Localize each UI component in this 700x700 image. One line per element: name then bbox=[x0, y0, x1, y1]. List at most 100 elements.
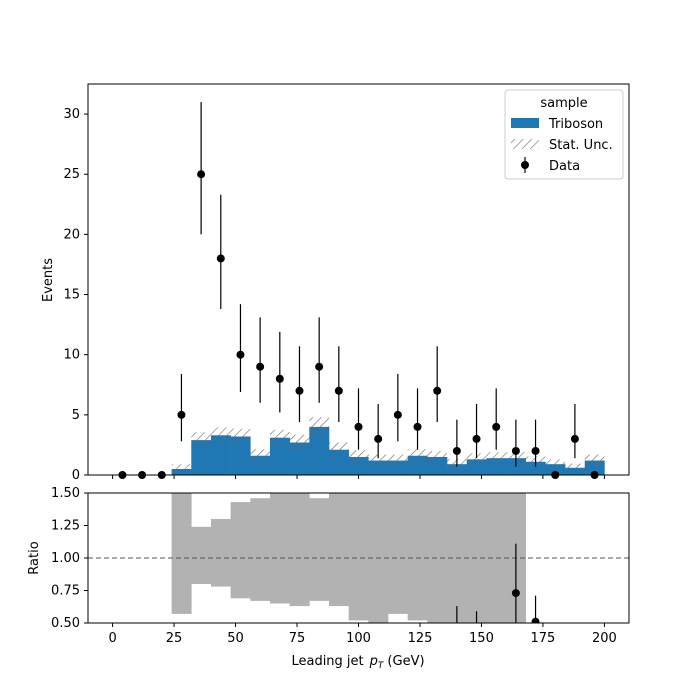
ratio-y-ticks: 0.50 0.75 1.00 1.25 1.50 bbox=[51, 486, 88, 631]
x-tick-label: 125 bbox=[408, 631, 433, 646]
main-y-tick-label: 30 bbox=[63, 107, 80, 122]
legend-label-stat-unc: Stat. Unc. bbox=[549, 138, 613, 153]
data-point bbox=[511, 446, 520, 455]
main-y-tick-label: 10 bbox=[63, 348, 80, 363]
ratio-y-tick-label: 1.25 bbox=[51, 519, 80, 534]
main-y-tick-label: 20 bbox=[63, 227, 80, 242]
stat-unc-band bbox=[565, 463, 585, 472]
x-tick-label: 100 bbox=[346, 631, 371, 646]
data-point bbox=[354, 422, 363, 431]
stat-unc-band bbox=[269, 429, 290, 446]
ratio-band-bin bbox=[407, 493, 428, 621]
data-point bbox=[374, 434, 383, 443]
x-tick-label: 50 bbox=[227, 631, 244, 646]
stat-unc-band bbox=[210, 427, 231, 444]
stat-unc-band bbox=[191, 432, 211, 448]
data-point bbox=[452, 446, 461, 455]
x-tick-label: 0 bbox=[108, 631, 116, 646]
data-point bbox=[236, 350, 245, 359]
triboson-bar bbox=[545, 464, 566, 475]
legend-swatch-triboson bbox=[511, 118, 539, 128]
stat-unc-band bbox=[407, 449, 428, 463]
ratio-band-bin bbox=[466, 493, 487, 623]
ratio-band-bin bbox=[210, 519, 231, 587]
main-y-tick-label: 25 bbox=[63, 167, 80, 182]
triboson-bar bbox=[191, 440, 212, 475]
stat-unc-band bbox=[250, 449, 270, 463]
ratio-y-tick-label: 1.00 bbox=[51, 551, 80, 566]
x-axis-label-subscript: T bbox=[378, 661, 385, 671]
main-y-tick-label: 0 bbox=[72, 468, 80, 483]
legend-box bbox=[504, 89, 624, 180]
legend-label-data: Data bbox=[549, 159, 580, 174]
ratio-point bbox=[511, 589, 520, 598]
main-y-axis-label: Events bbox=[41, 258, 56, 302]
data-point bbox=[256, 362, 265, 371]
stat-unc-band bbox=[289, 434, 310, 451]
ratio-y-axis-label: Ratio bbox=[27, 541, 42, 574]
triboson-bar bbox=[230, 436, 251, 475]
ratio-band-bin bbox=[486, 493, 507, 623]
data-point bbox=[492, 422, 501, 431]
ratio-point bbox=[531, 617, 540, 623]
x-tick-label: 25 bbox=[166, 631, 183, 646]
x-axis-label: Leading jet pT (GeV) bbox=[291, 654, 424, 671]
data-point bbox=[275, 374, 284, 383]
x-axis-label-symbol: p bbox=[369, 654, 378, 669]
legend: sample Triboson Stat. Unc. Data bbox=[504, 89, 624, 180]
stat-unc-band bbox=[309, 417, 329, 437]
data-point bbox=[315, 362, 324, 371]
data-point bbox=[177, 410, 186, 419]
stat-unc-band bbox=[230, 428, 251, 445]
ratio-band-bin bbox=[171, 493, 192, 614]
ratio-band-bin bbox=[269, 493, 290, 604]
stat-unc-band bbox=[348, 450, 369, 464]
ratio-band-bin bbox=[388, 493, 408, 614]
stat-unc-band bbox=[427, 450, 448, 463]
legend-swatch-stat-unc bbox=[511, 139, 539, 149]
main-y-tick-label: 5 bbox=[72, 408, 80, 423]
data-point bbox=[472, 434, 481, 443]
data-point bbox=[295, 386, 304, 395]
triboson-bar bbox=[269, 437, 290, 475]
main-x-ticks bbox=[112, 475, 605, 479]
ratio-band-bin bbox=[427, 493, 448, 623]
stat-unc-band bbox=[584, 454, 605, 467]
ratio-band-bin bbox=[250, 498, 271, 601]
stat-unc-band bbox=[388, 454, 408, 467]
triboson-bar bbox=[210, 435, 231, 475]
stat-unc-band bbox=[545, 459, 566, 469]
ratio-panel: 0.50 0.75 1.00 1.25 1.50 0 25 50 75 100 125 150 175… bbox=[27, 486, 630, 671]
data-point bbox=[334, 386, 343, 395]
x-tick-label: 200 bbox=[592, 631, 617, 646]
ratio-y-tick-label: 1.50 bbox=[51, 486, 80, 501]
x-tick-label: 150 bbox=[469, 631, 494, 646]
data-point bbox=[197, 170, 206, 179]
ratio-band-bin bbox=[368, 493, 389, 623]
ratio-y-tick-label: 0.75 bbox=[51, 584, 80, 599]
x-tick-label: 175 bbox=[531, 631, 556, 646]
main-y-tick-label: 15 bbox=[63, 288, 80, 303]
ratio-band-bin bbox=[289, 493, 310, 607]
ratio-band-bin bbox=[191, 526, 212, 584]
stat-unc-band bbox=[368, 454, 389, 467]
ratio-points bbox=[456, 543, 540, 623]
ratio-x-ticks: 0 25 50 75 100 125 150 175 200 bbox=[108, 623, 617, 646]
legend-label-triboson: Triboson bbox=[548, 117, 603, 132]
triboson-bar bbox=[309, 426, 330, 475]
data-point bbox=[531, 446, 540, 455]
x-axis-label-unit: (GeV) bbox=[387, 654, 424, 669]
main-y-ticks: 0 5 10 15 20 25 30 bbox=[63, 107, 88, 483]
ratio-y-tick-label: 0.50 bbox=[51, 616, 80, 631]
x-tick-label: 75 bbox=[289, 631, 306, 646]
data-point bbox=[393, 410, 402, 419]
ratio-band-bin bbox=[309, 498, 330, 601]
stat-unc-band bbox=[171, 464, 192, 474]
legend-title: sample bbox=[540, 96, 587, 111]
data-point bbox=[570, 434, 579, 443]
data-point bbox=[413, 422, 422, 431]
stat-unc-band bbox=[466, 453, 487, 466]
ratio-uncertainty-band bbox=[171, 493, 527, 623]
triboson-bar bbox=[289, 442, 310, 475]
